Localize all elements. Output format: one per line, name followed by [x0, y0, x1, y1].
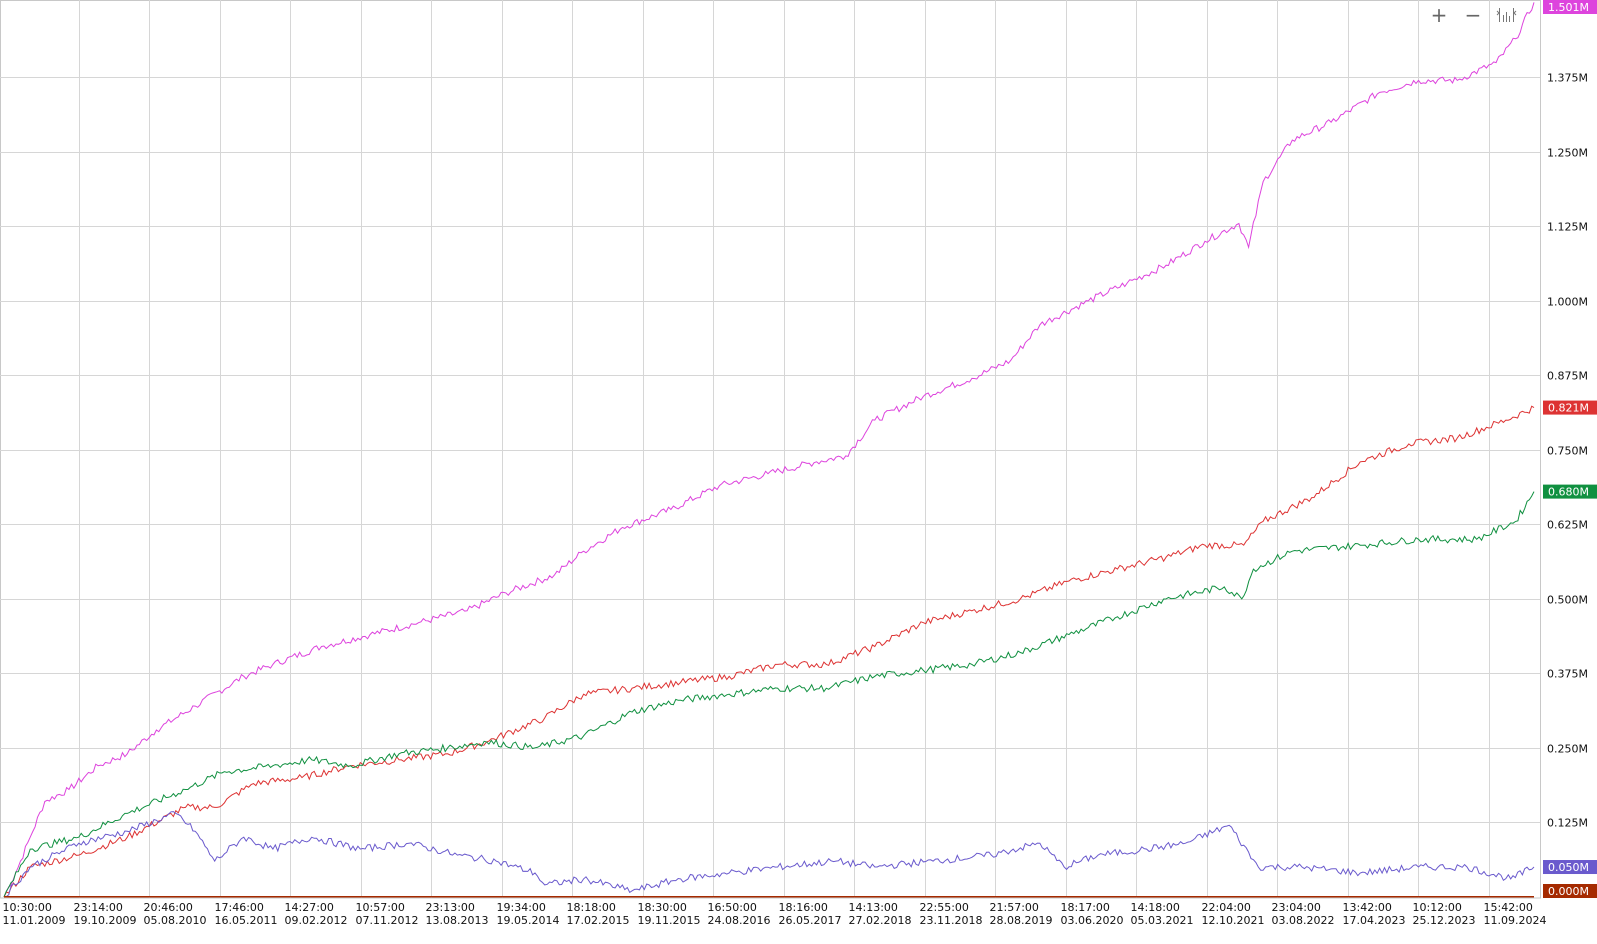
x-tick-date: 07.11.2012 [356, 914, 419, 927]
autoscale-button[interactable] [1494, 4, 1520, 26]
last-value-badge [1543, 484, 1597, 499]
value-labels: 1.501M 0.821M 0.680M 0.050M 0.000M [1543, 0, 1597, 898]
x-tick-time: 14:13:00 [849, 901, 898, 914]
x-tick-time: 23:14:00 [74, 901, 123, 914]
series-line-3 [3, 811, 1535, 898]
last-value-badge [1543, 860, 1597, 875]
y-tick-label: 1.250M [1547, 147, 1588, 160]
x-tick-time: 21:57:00 [990, 901, 1039, 914]
x-tick-date: 19.11.2015 [638, 914, 701, 927]
x-tick-date: 16.05.2011 [215, 914, 278, 927]
chart-toolbar: + − [1426, 4, 1520, 26]
x-tick-time: 17:46:00 [215, 901, 264, 914]
last-value-badge [1543, 884, 1597, 898]
y-tick-label: 0.375M [1547, 668, 1588, 681]
x-tick-time: 14:18:00 [1131, 901, 1180, 914]
last-value-badge [1543, 400, 1597, 415]
x-tick-date: 28.08.2019 [990, 914, 1053, 927]
y-tick-label: 0.250M [1547, 743, 1588, 756]
y-tick-label: 1.375M [1547, 72, 1588, 85]
x-tick-date: 25.12.2023 [1413, 914, 1476, 927]
x-tick-time: 22:04:00 [1202, 901, 1251, 914]
x-tick-time: 13:42:00 [1343, 901, 1392, 914]
x-tick-date: 27.02.2018 [849, 914, 912, 927]
x-tick-time: 19:34:00 [497, 901, 546, 914]
last-value-label: 0.821M [1548, 402, 1589, 415]
fit-chart-icon [1496, 8, 1517, 22]
plot-frame [0, 0, 1541, 899]
x-tick-time: 23:04:00 [1272, 901, 1321, 914]
grid-lines [0, 0, 1541, 899]
x-tick-time: 18:16:00 [779, 901, 828, 914]
x-tick-date: 11.09.2024 [1484, 914, 1547, 927]
last-value-badge [1543, 0, 1597, 14]
x-tick-date: 19.10.2009 [74, 914, 137, 927]
series-line-2 [3, 491, 1535, 897]
last-value-label: 0.000M [1548, 885, 1589, 898]
series-line-1 [3, 405, 1535, 898]
zoom-out-button[interactable]: − [1460, 4, 1486, 26]
x-tick-time: 10:30:00 [3, 901, 52, 914]
y-tick-label: 1.000M [1547, 296, 1588, 309]
x-tick-time: 23:13:00 [426, 901, 475, 914]
x-tick-time: 20:46:00 [144, 901, 193, 914]
y-tick-label: 0.125M [1547, 817, 1588, 830]
x-tick-time: 14:27:00 [285, 901, 334, 914]
x-tick-date: 03.06.2020 [1061, 914, 1124, 927]
y-tick-label: 0.750M [1547, 445, 1588, 458]
x-tick-date: 24.08.2016 [708, 914, 771, 927]
x-tick-date: 12.10.2021 [1202, 914, 1265, 927]
x-tick-date: 17.02.2015 [567, 914, 630, 927]
x-tick-time: 18:30:00 [638, 901, 687, 914]
x-tick-date: 13.08.2013 [426, 914, 489, 927]
last-value-label: 0.050M [1548, 861, 1589, 874]
y-tick-label: 1.125M [1547, 221, 1588, 234]
x-tick-date: 11.01.2009 [3, 914, 66, 927]
last-value-label: 1.501M [1548, 1, 1589, 14]
x-tick-time: 10:12:00 [1413, 901, 1462, 914]
x-tick-time: 18:18:00 [567, 901, 616, 914]
x-tick-date: 09.02.2012 [285, 914, 348, 927]
x-tick-date: 05.03.2021 [1131, 914, 1194, 927]
last-value-label: 0.680M [1548, 486, 1589, 499]
x-tick-time: 15:42:00 [1484, 901, 1533, 914]
series-lines [3, 2, 1535, 898]
y-tick-label: 0.625M [1547, 519, 1588, 532]
x-tick-time: 22:55:00 [920, 901, 969, 914]
x-tick-date: 26.05.2017 [779, 914, 842, 927]
y-tick-label: 0.500M [1547, 594, 1588, 607]
plus-icon: + [1430, 3, 1448, 27]
x-tick-time: 10:57:00 [356, 901, 405, 914]
x-tick-time: 18:17:00 [1061, 901, 1110, 914]
x-tick-date: 19.05.2014 [497, 914, 560, 927]
x-tick-date: 05.08.2010 [144, 914, 207, 927]
minus-icon: − [1464, 3, 1482, 27]
x-tick-date: 23.11.2018 [920, 914, 983, 927]
zoom-in-button[interactable]: + [1426, 4, 1452, 26]
series-line-0 [3, 2, 1535, 898]
x-tick-date: 17.04.2023 [1343, 914, 1406, 927]
y-tick-label: 0.875M [1547, 370, 1588, 383]
x-tick-time: 16:50:00 [708, 901, 757, 914]
x-tick-date: 03.08.2022 [1272, 914, 1335, 927]
